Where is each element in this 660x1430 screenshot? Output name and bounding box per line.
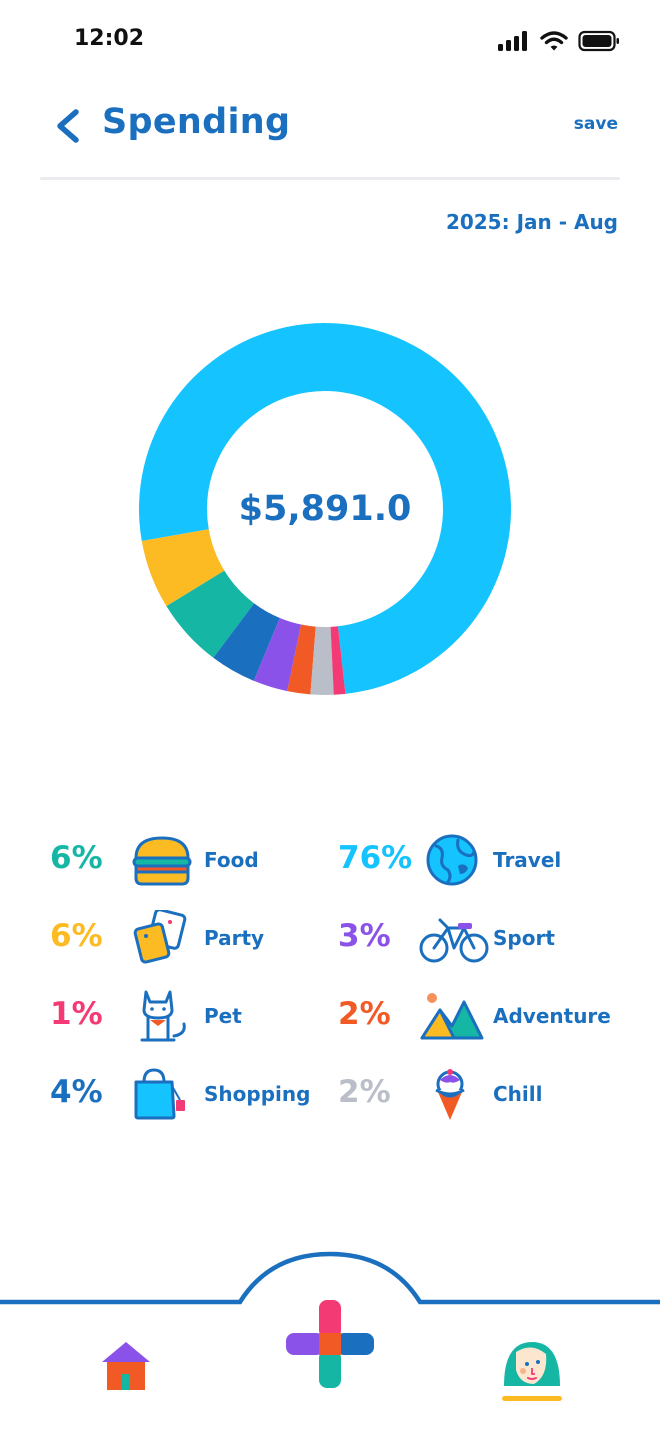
signal-icon (498, 31, 527, 51)
donut-slice-shopping[interactable] (213, 603, 280, 681)
legend-percent-shopping: 4% (50, 1074, 103, 1110)
legend-item-travel[interactable]: 76% Travel (338, 832, 628, 888)
legend-item-adventure[interactable]: 2% Adventure (338, 988, 628, 1044)
page-title: Spending (102, 102, 291, 142)
home-icon (102, 1342, 150, 1390)
status-bar: 12:02 (0, 0, 660, 84)
cat-icon (140, 990, 186, 1042)
legend-label-food: Food (204, 848, 259, 872)
donut-slice-pet[interactable] (330, 626, 346, 695)
chevron-left-icon (57, 109, 79, 143)
legend-label-party: Party (204, 926, 265, 950)
donut-svg (139, 323, 511, 695)
header: Spending save (0, 84, 660, 180)
legend-item-sport[interactable]: 3% Sport (338, 910, 628, 966)
donut-slice-travel[interactable] (139, 323, 511, 694)
bicycle-icon (419, 918, 489, 963)
profile-avatar-icon (502, 1342, 562, 1401)
legend-label-shopping: Shopping (204, 1082, 311, 1106)
legend-item-pet[interactable]: 1% Pet (50, 988, 320, 1044)
legend-percent-party: 6% (50, 918, 103, 954)
donut-slice-party[interactable] (141, 529, 225, 607)
spending-donut-chart: $5,891.0 (138, 322, 512, 696)
legend-label-travel: Travel (493, 848, 562, 872)
nav-add-button[interactable] (284, 1298, 376, 1390)
category-legend: 6% Food 6% Party 1% Pet 4% (0, 820, 660, 1140)
add-icon (286, 1300, 374, 1388)
legend-percent-food: 6% (50, 840, 103, 876)
legend-item-shopping[interactable]: 4% Shopping (50, 1066, 320, 1122)
save-button[interactable]: save (573, 114, 618, 134)
legend-item-party[interactable]: 6% Party (50, 910, 320, 966)
donut-slice-food[interactable] (166, 570, 255, 658)
burger-icon (132, 836, 192, 886)
legend-percent-adventure: 2% (338, 996, 391, 1032)
nav-bar-curve (0, 1251, 660, 1305)
donut-slice-sport[interactable] (253, 618, 302, 692)
back-button[interactable] (50, 104, 86, 148)
legend-percent-pet: 1% (50, 996, 103, 1032)
legend-percent-travel: 76% (338, 840, 413, 876)
date-range-selector[interactable]: 2025: Jan - Aug (445, 210, 618, 234)
legend-item-food[interactable]: 6% Food (50, 832, 320, 888)
legend-label-chill: Chill (493, 1082, 543, 1106)
mountain-icon (420, 993, 484, 1040)
header-divider (40, 177, 620, 180)
globe-icon (426, 834, 478, 886)
legend-label-pet: Pet (204, 1004, 242, 1028)
ice-cream-icon (435, 1069, 465, 1120)
total-amount: $5,891.0 (238, 489, 412, 529)
legend-label-adventure: Adventure (493, 1004, 611, 1028)
legend-label-sport: Sport (493, 926, 555, 950)
legend-percent-chill: 2% (338, 1074, 391, 1110)
cards-icon (133, 910, 187, 964)
legend-item-chill[interactable]: 2% Chill (338, 1066, 628, 1122)
nav-profile-button[interactable] (498, 1336, 566, 1404)
bottom-nav (0, 1240, 660, 1430)
status-time: 12:02 (74, 26, 145, 51)
donut-slice-chill[interactable] (310, 626, 334, 695)
donut-slice-adventure[interactable] (287, 624, 316, 695)
shopping-bag-icon (134, 1068, 185, 1120)
battery-icon (578, 30, 619, 52)
nav-home-button[interactable] (98, 1340, 154, 1394)
status-icons (498, 30, 620, 52)
wifi-icon (540, 31, 568, 51)
legend-percent-sport: 3% (338, 918, 391, 954)
